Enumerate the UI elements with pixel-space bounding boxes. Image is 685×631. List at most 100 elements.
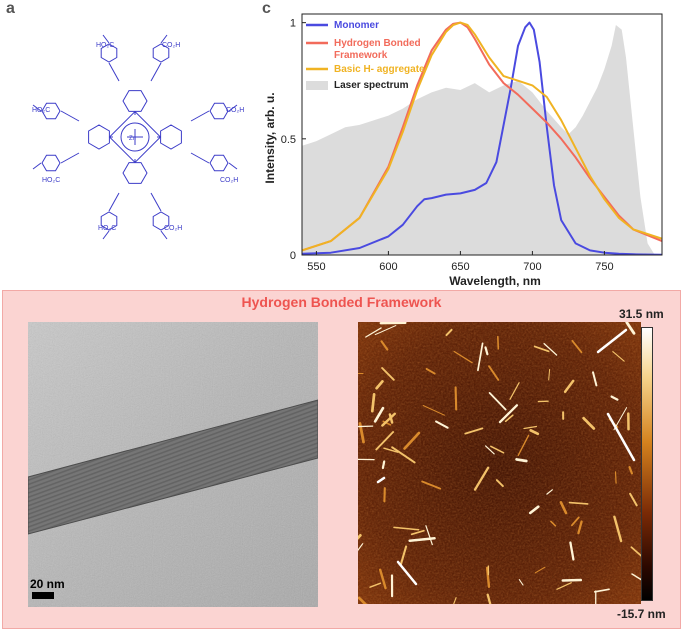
bond [160, 230, 168, 240]
afm-rod [613, 515, 623, 543]
afm-rod [515, 458, 528, 463]
afm-rod [625, 322, 636, 335]
afm-rod [577, 520, 583, 535]
plot-frame [301, 13, 663, 256]
x-axis-label: Wavelength, nm [449, 274, 541, 288]
afm-colorbar [641, 327, 653, 601]
afm-rod [571, 339, 583, 354]
afm-rod [568, 501, 589, 505]
series-line-0 [302, 21, 662, 255]
afm-rod [556, 582, 572, 590]
bond [190, 110, 210, 122]
afm-rod [421, 480, 442, 490]
benzene-ring [41, 102, 61, 120]
chart-axes [301, 13, 663, 256]
afm-rod [490, 445, 505, 454]
legend-swatch [306, 81, 328, 90]
afm-rod [630, 546, 641, 557]
afm-rod [374, 325, 397, 336]
colorbar-min-label: -15.7 nm [617, 607, 666, 621]
panel-label-c: c [262, 0, 271, 17]
afm-rod [546, 489, 553, 495]
bond [228, 104, 238, 112]
afm-rod [614, 471, 617, 484]
afm-rod [543, 342, 558, 356]
scale-bar [32, 592, 54, 599]
afm-rod [473, 466, 490, 491]
x-tick-label: 700 [523, 261, 541, 273]
afm-rod [380, 340, 389, 351]
legend-label: Monomer [334, 20, 379, 31]
bond [108, 192, 120, 212]
bond [190, 152, 210, 164]
afm-rod [381, 412, 396, 427]
afm-rod [410, 529, 425, 536]
y-axis-label: Intensity, arb. u. [263, 92, 277, 183]
molecule-structure: HO₂C CO₂H HO₂C HO₂C CO₂H CO₂H HO₂C CO₂H … [32, 34, 244, 240]
label-co2h-top-left: HO₂C [96, 42, 114, 49]
afm-rod [484, 445, 495, 455]
afm-rod [453, 597, 457, 604]
afm-rod [365, 327, 382, 338]
afm-rod [396, 560, 418, 586]
y-tick-label: 0 [290, 250, 296, 262]
x-tick-label: 750 [595, 261, 613, 273]
series-lines [302, 21, 662, 255]
x-tick-label: 650 [451, 261, 469, 273]
panel-label-a: a [6, 0, 15, 17]
bond [102, 34, 110, 44]
benzene-ring [100, 211, 118, 231]
afm-rod [518, 579, 524, 586]
afm-rod [533, 345, 550, 353]
afm-rod [570, 516, 580, 527]
hbf-title: Hydrogen Bonded Framework [241, 294, 442, 310]
benzene-ring [152, 43, 170, 63]
afm-rod [561, 578, 583, 582]
chart-legend: Monomer Hydrogen Bonded Framework Basic H- … [306, 20, 425, 91]
afm-rod [422, 405, 445, 416]
afm-rod [486, 593, 492, 604]
afm-rod [435, 420, 449, 429]
afm-rod [550, 520, 557, 527]
tem-image: 20 nm [28, 322, 318, 607]
label-co2h-top-right: CO₂H [162, 42, 180, 49]
afm-rod [596, 328, 628, 354]
label-metal: Zn [129, 136, 136, 142]
afm-rod [610, 395, 619, 401]
afm-rod [628, 466, 633, 475]
afm-rod [528, 505, 540, 515]
benzene-ring [152, 211, 170, 231]
afm-rod [381, 460, 386, 470]
afm-rod [464, 427, 484, 435]
afm-rod [391, 446, 416, 464]
label-co2h-right-bottom: CO₂H [220, 177, 238, 184]
spectra-chart: 550 600 650 700 750 0 0.5 1 Wavelength, nm Inte… [263, 13, 663, 288]
bond [102, 230, 110, 240]
afm-rod [593, 588, 610, 593]
y-tick-label: 1 [290, 18, 296, 30]
bond [108, 62, 120, 82]
bond [150, 192, 162, 212]
afm-image [358, 322, 641, 604]
afm-rod [425, 367, 436, 375]
afm-rod [477, 342, 484, 372]
benzene-ring [100, 43, 118, 63]
bond [150, 62, 162, 82]
afm-rod [393, 526, 420, 531]
series-laser-area [302, 25, 655, 255]
afm-rod [399, 545, 408, 566]
afm-rod [370, 393, 376, 413]
colorbar-max-label: 31.5 nm [619, 307, 664, 321]
bond [60, 110, 80, 122]
x-tick-label: 600 [379, 261, 397, 273]
afm-rod [373, 406, 385, 423]
afm-rod [612, 351, 625, 362]
label-co2h-bottom-right: CO₂H [164, 225, 182, 232]
afm-rod [563, 379, 575, 394]
afm-rod [517, 434, 530, 457]
bond [32, 104, 42, 112]
bond [160, 34, 168, 44]
legend-label: Laser spectrum [334, 80, 409, 91]
x-tick-label: 550 [307, 261, 325, 273]
label-co2h-left-bottom: HO₂C [42, 177, 60, 184]
